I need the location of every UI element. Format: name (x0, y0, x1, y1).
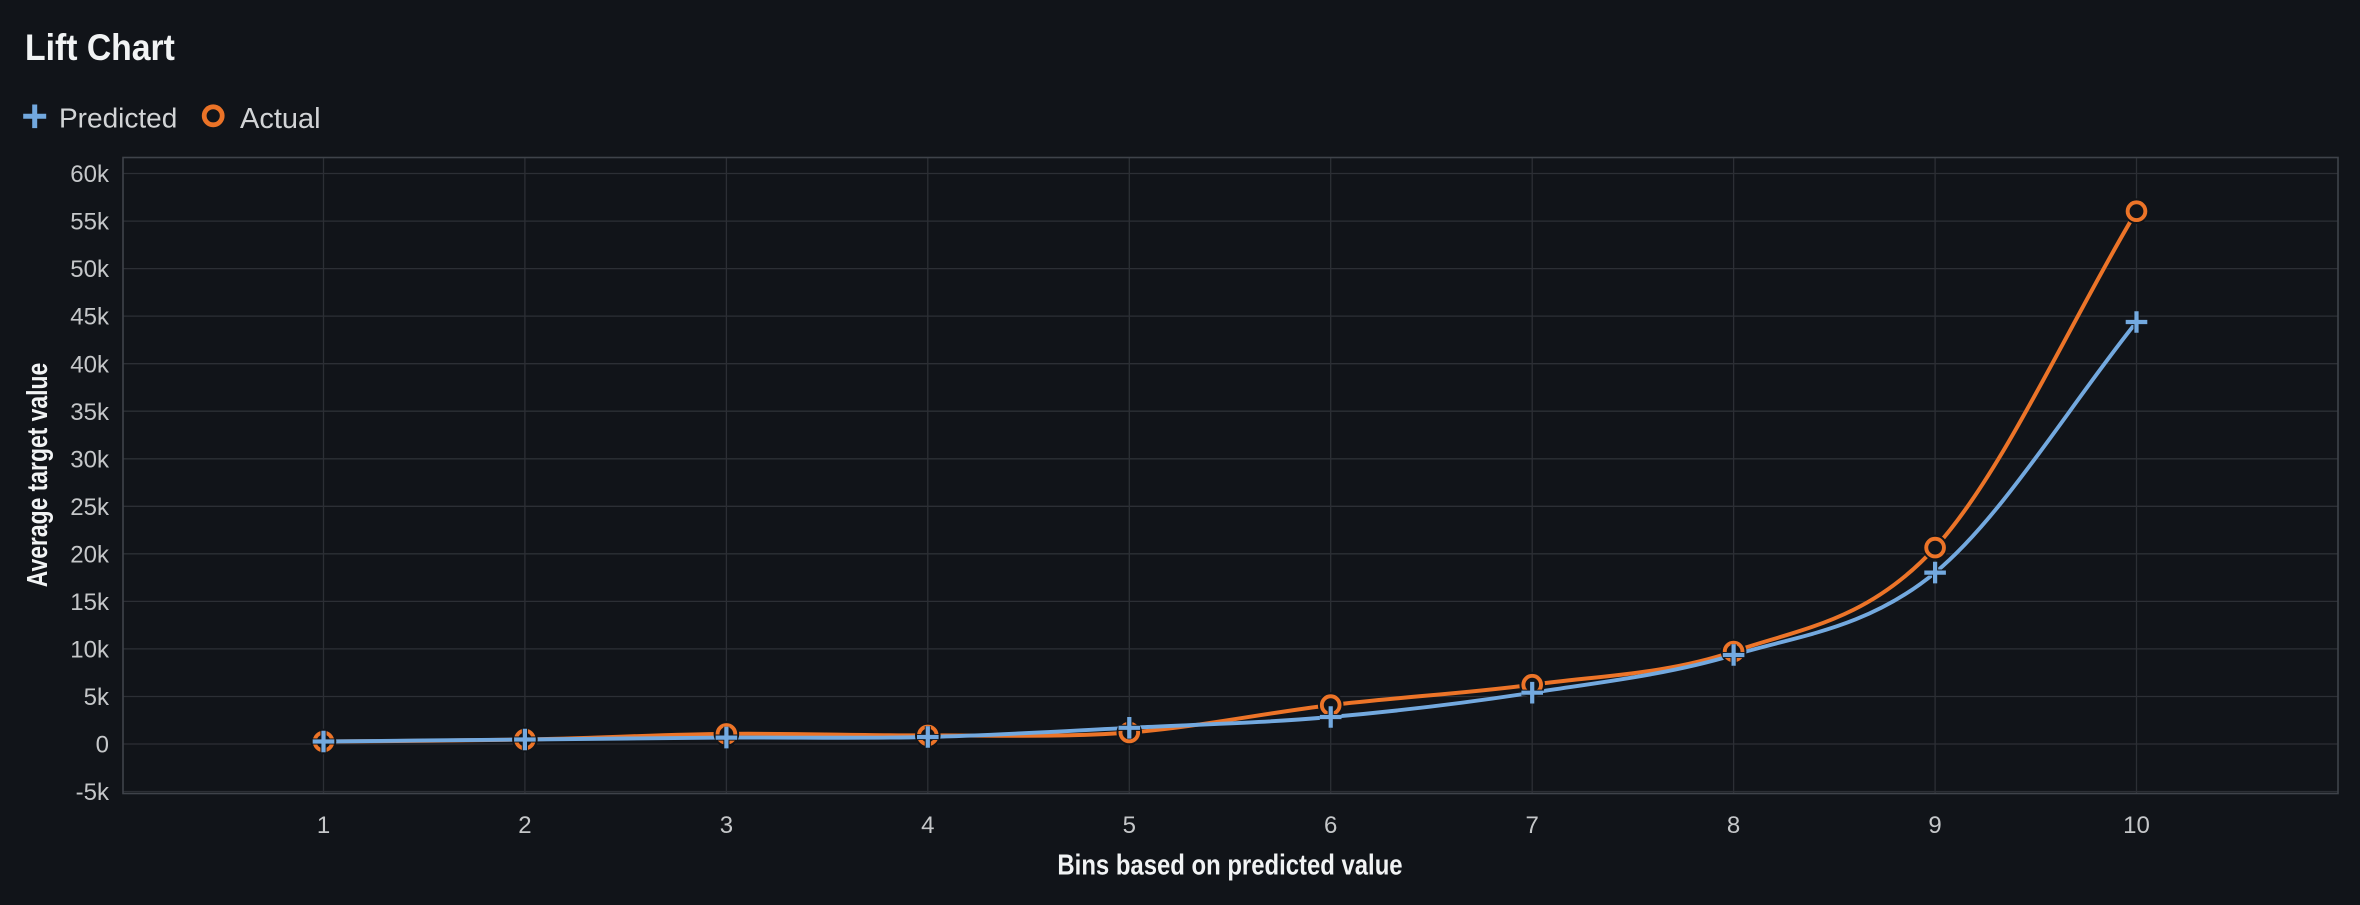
svg-text:10: 10 (2123, 812, 2150, 839)
svg-text:55k: 55k (70, 209, 110, 236)
svg-text:30k: 30k (70, 446, 110, 473)
svg-text:4: 4 (921, 812, 934, 839)
svg-text:0: 0 (96, 732, 109, 759)
svg-text:15k: 15k (70, 589, 110, 616)
svg-text:25k: 25k (70, 494, 110, 521)
svg-text:7: 7 (1526, 812, 1539, 839)
svg-text:Actual: Actual (240, 103, 321, 135)
svg-text:5: 5 (1123, 812, 1136, 839)
svg-text:9: 9 (1928, 812, 1941, 839)
svg-text:3: 3 (720, 812, 733, 839)
svg-text:40k: 40k (70, 351, 110, 378)
svg-text:Average target value: Average target value (20, 363, 53, 587)
svg-text:Predicted: Predicted (59, 103, 177, 134)
svg-text:1: 1 (317, 812, 330, 839)
svg-text:60k: 60k (70, 161, 110, 188)
svg-text:35k: 35k (70, 399, 110, 426)
svg-text:2: 2 (518, 812, 531, 839)
svg-text:10k: 10k (70, 637, 110, 664)
svg-text:45k: 45k (70, 304, 110, 331)
svg-text:Lift Chart: Lift Chart (25, 26, 175, 68)
svg-text:6: 6 (1324, 812, 1337, 839)
svg-text:8: 8 (1727, 812, 1740, 839)
svg-text:20k: 20k (70, 541, 110, 568)
svg-text:-5k: -5k (76, 779, 110, 806)
svg-text:50k: 50k (70, 256, 110, 283)
svg-text:Bins based on predicted value: Bins based on predicted value (1057, 848, 1402, 881)
svg-text:5k: 5k (84, 684, 110, 711)
